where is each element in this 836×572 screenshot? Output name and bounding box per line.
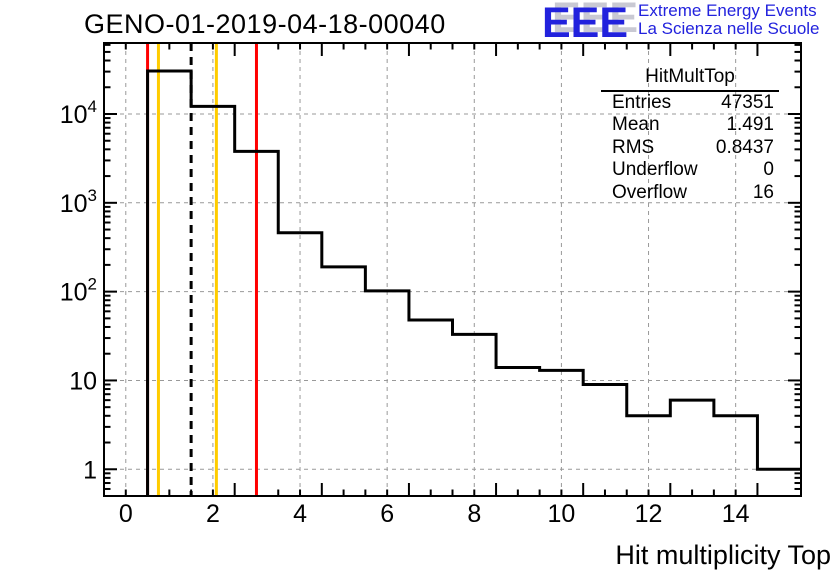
eee-logo-text: Extreme Energy Events La Scienza nelle S… [638, 0, 819, 46]
stats-row-label: Mean [612, 114, 660, 136]
x-tick-label: 10 [548, 500, 576, 528]
stats-row: Mean 1.491 [601, 114, 779, 136]
stats-row-value: 1.491 [726, 114, 774, 136]
histogram-line [146, 69, 801, 496]
x-tick-label: 14 [722, 500, 750, 528]
stats-row-value: 47351 [721, 92, 774, 113]
x-tick-label: 2 [206, 500, 220, 528]
x-tick-label: 8 [467, 500, 481, 528]
x-tick-label: 0 [119, 500, 133, 528]
stats-box-title: HitMultTop [601, 66, 779, 92]
stats-row: Overflow 16 [601, 182, 779, 204]
plot-title: GENO-01-2019-04-18-00040 [84, 9, 446, 39]
stats-row-label: RMS [612, 136, 655, 158]
stats-box-rows: Entries 47351 Mean 1.491 RMS 0.8437 Underflow 0… [601, 92, 779, 204]
x-tick-label: 12 [635, 500, 663, 528]
marker-lines [146, 43, 258, 496]
x-tick-label: 6 [380, 500, 394, 528]
stats-row-label: Entries [612, 92, 672, 113]
stats-row: Entries 47351 [601, 92, 779, 114]
plot-frame [103, 42, 802, 497]
stats-box: HitMultTop Entries 47351 Mean 1.491 RMS 0.843… [601, 66, 779, 204]
eee-logo-line2: La Scienza nelle Scuole [638, 19, 820, 38]
y-tick-label: 10 [69, 367, 97, 395]
x-axis-title: Hit multiplicity Top [615, 540, 831, 570]
x-tick-label: 4 [293, 500, 307, 528]
stats-row-label: Overflow [612, 181, 687, 203]
eee-logo-line1: Extreme Energy Events [638, 1, 817, 20]
stats-row-value: 16 [752, 181, 774, 203]
y-tick-label: 102 [60, 275, 97, 307]
stats-row-value: 0 [763, 159, 774, 181]
grid-lines [104, 43, 801, 496]
y-tick-label: 104 [60, 97, 97, 129]
stats-row: Underflow 0 [601, 159, 779, 181]
stats-row-value: 0.8437 [715, 136, 774, 158]
stats-row: RMS 0.8437 [601, 137, 779, 159]
y-tick-label: 1 [83, 456, 97, 484]
eee-logo-acronym: EEE [542, 0, 629, 47]
axis-labels: 0 2 4 6 8 10 12 14 1 10 102 103 104 [60, 97, 750, 528]
y-tick-label: 103 [60, 186, 97, 218]
stats-row-label: Underflow [612, 159, 698, 181]
eee-logo: EEE Extreme Energy Events La Scienza nel… [542, 0, 820, 46]
